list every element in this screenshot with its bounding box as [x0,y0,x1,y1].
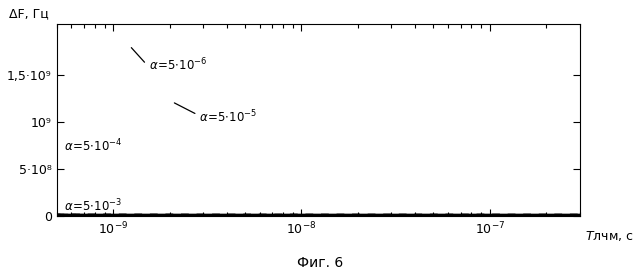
Text: ΔF, Гц: ΔF, Гц [10,7,49,20]
Text: $\alpha\!=\!5{\cdot}10^{-5}$: $\alpha\!=\!5{\cdot}10^{-5}$ [199,108,257,125]
Text: $\alpha\!=\!5{\cdot}10^{-6}$: $\alpha\!=\!5{\cdot}10^{-6}$ [149,57,207,73]
Text: $\alpha\!=\!5{\cdot}10^{-4}$: $\alpha\!=\!5{\cdot}10^{-4}$ [65,137,123,154]
Text: Фиг. 6: Фиг. 6 [297,256,343,270]
Text: $\alpha\!=\!5{\cdot}10^{-3}$: $\alpha\!=\!5{\cdot}10^{-3}$ [65,198,122,215]
Text: $T$лчм, с: $T$лчм, с [585,229,634,243]
